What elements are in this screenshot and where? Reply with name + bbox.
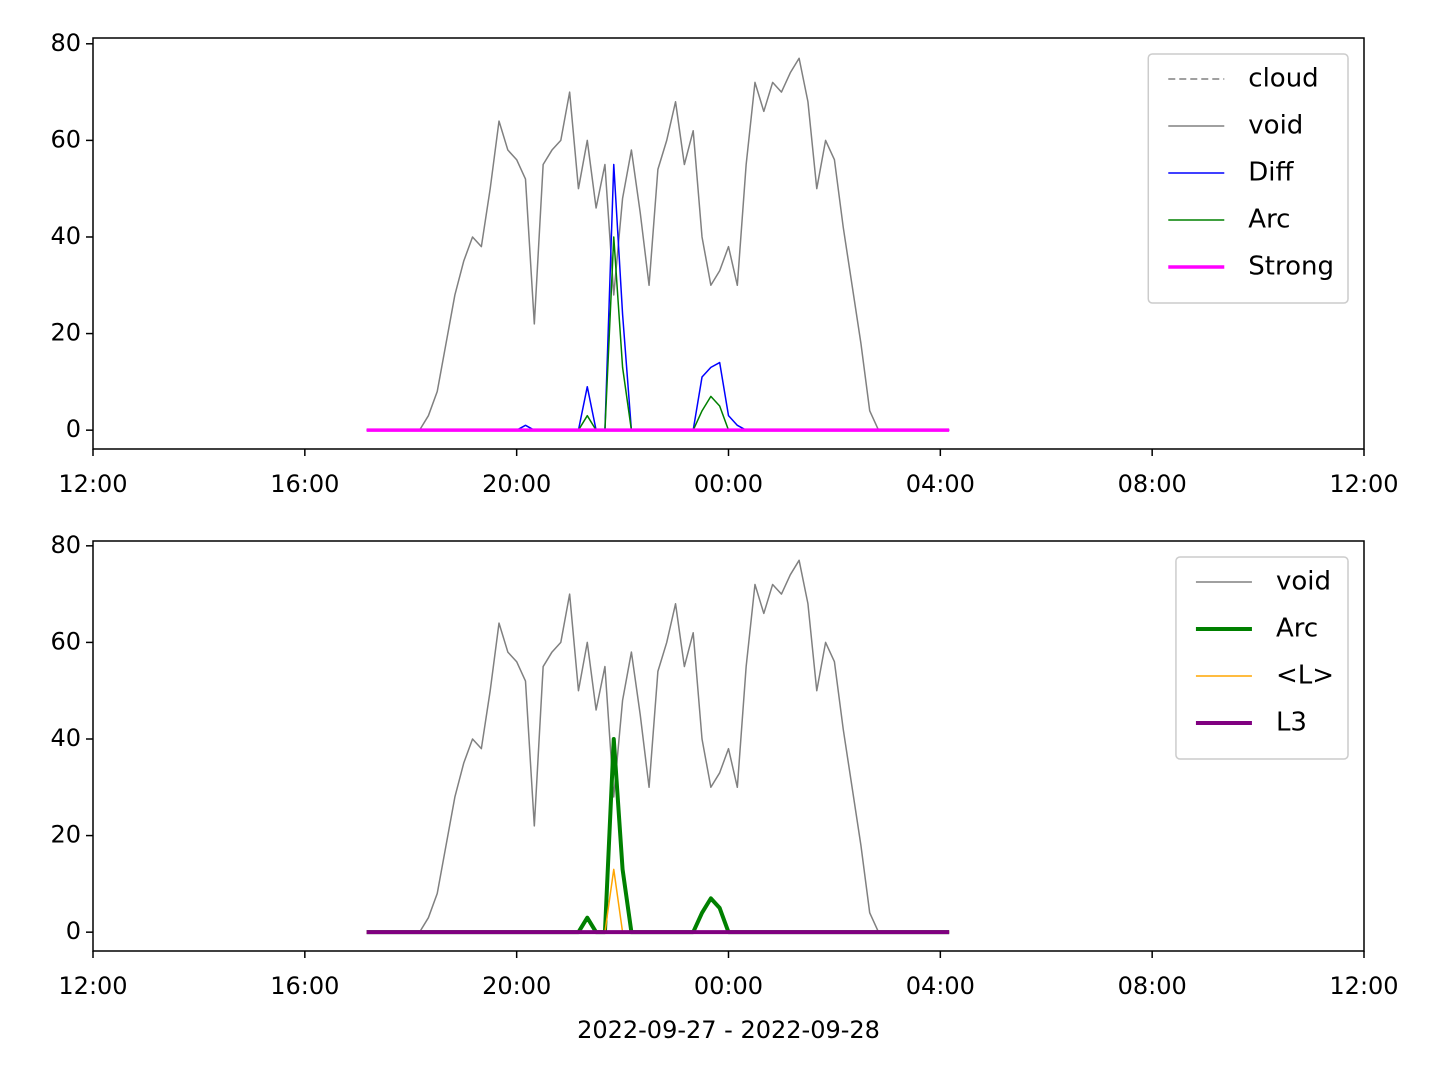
y-tick-label: 20 — [50, 319, 81, 347]
legend-label: void — [1276, 567, 1331, 597]
legend-label: Diff — [1248, 158, 1294, 188]
legend-label: Arc — [1248, 205, 1290, 235]
series-line — [366, 559, 950, 933]
x-tick-label: 12:00 — [58, 972, 127, 1000]
x-tick-label: 04:00 — [906, 972, 975, 1000]
legend-box — [1175, 556, 1349, 760]
y-tick-label: 40 — [50, 222, 81, 250]
x-tick-label: 00:00 — [694, 972, 763, 1000]
legend-box — [1147, 53, 1349, 304]
legend-label: Arc — [1276, 614, 1318, 644]
y-tick-label: 0 — [66, 415, 81, 443]
y-tick-label: 60 — [50, 627, 81, 655]
x-tick-label: 20:00 — [482, 470, 551, 498]
legend-label: L3 — [1276, 708, 1307, 738]
legend-label: Strong — [1248, 252, 1334, 282]
x-tick-label: 20:00 — [482, 972, 551, 1000]
y-tick-label: 40 — [50, 724, 81, 752]
x-tick-label: 12:00 — [58, 470, 127, 498]
legend-label: <L> — [1276, 661, 1334, 691]
y-tick-label: 80 — [50, 29, 81, 57]
y-tick-label: 20 — [50, 821, 81, 849]
series-line — [366, 236, 950, 431]
x-tick-label: 16:00 — [270, 972, 339, 1000]
legend-label: cloud — [1248, 64, 1318, 94]
x-tick-label: 08:00 — [1118, 972, 1187, 1000]
legend-label: void — [1248, 111, 1303, 141]
y-tick-label: 80 — [50, 531, 81, 559]
y-tick-label: 0 — [66, 917, 81, 945]
x-tick-label: 08:00 — [1118, 470, 1187, 498]
series-line — [366, 737, 950, 935]
x-tick-label: 00:00 — [694, 470, 763, 498]
series-line — [366, 868, 950, 933]
legend: void Arc <L> L3 — [1175, 556, 1349, 760]
x-axis-label: 2022-09-27 - 2022-09-28 — [577, 1016, 880, 1044]
series-line — [366, 57, 950, 431]
x-tick-label: 16:00 — [270, 470, 339, 498]
plot-frame — [92, 540, 1365, 952]
legend: cloud void Diff Arc Strong — [1147, 53, 1349, 304]
x-tick-label: 12:00 — [1329, 470, 1398, 498]
x-tick-label: 04:00 — [906, 470, 975, 498]
y-tick-label: 60 — [50, 125, 81, 153]
x-tick-label: 12:00 — [1329, 972, 1398, 1000]
